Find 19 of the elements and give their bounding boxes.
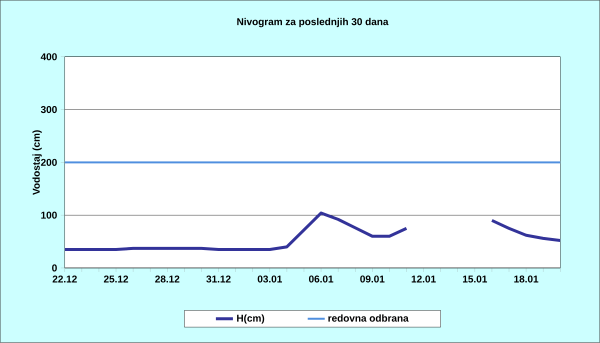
x-tick-label: 18.01 bbox=[514, 276, 538, 283]
x-tick-label: 31.12 bbox=[206, 276, 231, 283]
y-tick-label: 300 bbox=[40, 106, 57, 114]
legend-label: H(cm) bbox=[237, 314, 264, 324]
y-tick-label: 0 bbox=[52, 264, 57, 272]
y-tick-label: 200 bbox=[40, 158, 57, 166]
legend-label: redovna odbrana bbox=[328, 314, 409, 322]
chart-title: Nivogram za poslednjih 30 dana bbox=[237, 18, 389, 28]
x-tick-label: 15.01 bbox=[462, 276, 488, 283]
x-tick-label: 22.12 bbox=[52, 276, 77, 283]
y-tick-label: 100 bbox=[41, 212, 57, 219]
y-axis-title: Vodostaj (cm) bbox=[32, 130, 42, 196]
x-tick-label: 25.12 bbox=[104, 276, 128, 283]
x-tick-label: 28.12 bbox=[155, 276, 180, 283]
x-tick-label: 06.01 bbox=[308, 276, 334, 283]
y-tick-label: 400 bbox=[40, 53, 57, 60]
x-tick-label: 03.01 bbox=[258, 276, 282, 283]
x-tick-label: 12.01 bbox=[412, 276, 436, 283]
x-tick-label: 09.01 bbox=[360, 276, 385, 283]
